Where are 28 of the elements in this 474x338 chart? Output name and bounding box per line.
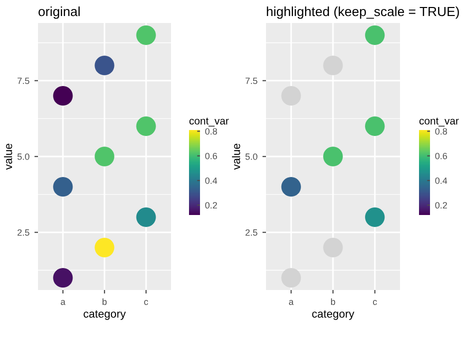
- color-bar-label: 0.8: [205, 128, 218, 135]
- y-tick-label: 5.0: [17, 153, 30, 160]
- chart-title: original: [38, 6, 80, 19]
- color-bar-label: 0.6: [205, 152, 218, 160]
- y-tick-label: 5.0: [245, 153, 258, 160]
- y-axis-title: value: [232, 144, 240, 170]
- x-tick-label: a: [289, 300, 294, 305]
- x-axis-title: category: [312, 310, 354, 320]
- x-axis-title: category: [84, 310, 126, 320]
- color-bar-title: cont_var: [189, 118, 229, 127]
- color-bar-label: 0.2: [205, 202, 217, 209]
- x-tick-label: c: [144, 300, 148, 305]
- color-bar-label: 0.4: [435, 177, 448, 184]
- color-bar-label: 0.6: [435, 152, 448, 160]
- chart-title: highlighted (keep_scale = TRUE): [266, 6, 459, 19]
- x-tick-label: b: [102, 298, 107, 305]
- y-tick-label: 2.5: [246, 229, 258, 236]
- y-axis-title: value: [4, 144, 12, 170]
- y-tick-label: 7.5: [246, 78, 258, 84]
- color-bar-label: 0.4: [205, 177, 218, 184]
- x-tick-label: b: [331, 298, 336, 305]
- color-bar-label: 0.8: [435, 128, 448, 135]
- color-bar-title: cont_var: [419, 118, 459, 127]
- x-tick-label: a: [60, 300, 66, 305]
- x-tick-label: c: [373, 300, 377, 305]
- y-tick-label: 7.5: [18, 78, 30, 84]
- y-tick-label: 2.5: [18, 229, 30, 236]
- color-bar-label: 0.2: [435, 202, 447, 209]
